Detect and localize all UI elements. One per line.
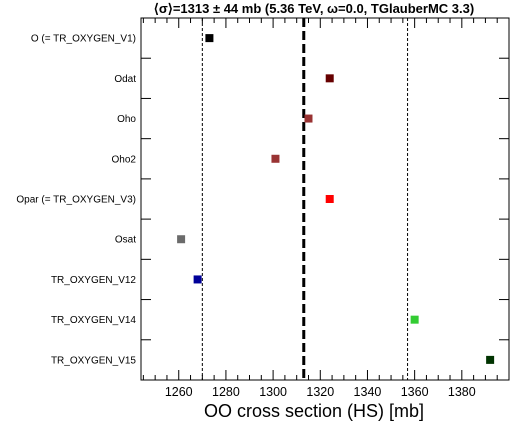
x-tick-label: 1340 [354,385,382,399]
category-label: TR_OXYGEN_V14 [51,315,136,326]
x-tick-label: 1280 [212,385,240,399]
data-point [410,315,419,324]
x-tick-label: 1300 [259,385,287,399]
data-point [486,355,495,364]
category-label: Osat [115,235,136,246]
plot-frame [140,17,510,381]
chart-title: ⟨σ⟩=1313 ± 44 mb (5.36 TeV, ω=0.0, TGlau… [154,1,474,16]
plot-area [140,17,510,381]
x-tick-label: 1380 [448,385,476,399]
category-label: O (= TR_OXYGEN_V1) [31,34,136,45]
category-label: Oho2 [112,154,137,165]
x-axis: 1260 1280 1300 1320 1340 1360 1380 [142,18,510,399]
data-point [271,154,280,163]
category-label: Oho [117,114,136,125]
data-point [177,235,186,244]
category-label: Opar (= TR_OXYGEN_V3) [16,195,136,206]
data-point [325,195,334,203]
x-tick-label: 1260 [165,385,193,399]
x-tick-label: 1320 [306,385,334,399]
x-tick-label: 1360 [401,385,429,399]
data-point [193,275,202,284]
data-point [304,114,313,123]
data-point [205,34,214,43]
category-labels: O (= TR_OXYGEN_V1) Odat Oho Oho2 Opar (= TR_… [16,34,136,367]
data-point [325,74,334,83]
category-label: Odat [114,74,136,85]
category-label: TR_OXYGEN_V15 [51,355,136,366]
x-axis-title: OO cross section (HS) [mb] [204,401,424,421]
category-label: TR_OXYGEN_V12 [51,275,136,286]
